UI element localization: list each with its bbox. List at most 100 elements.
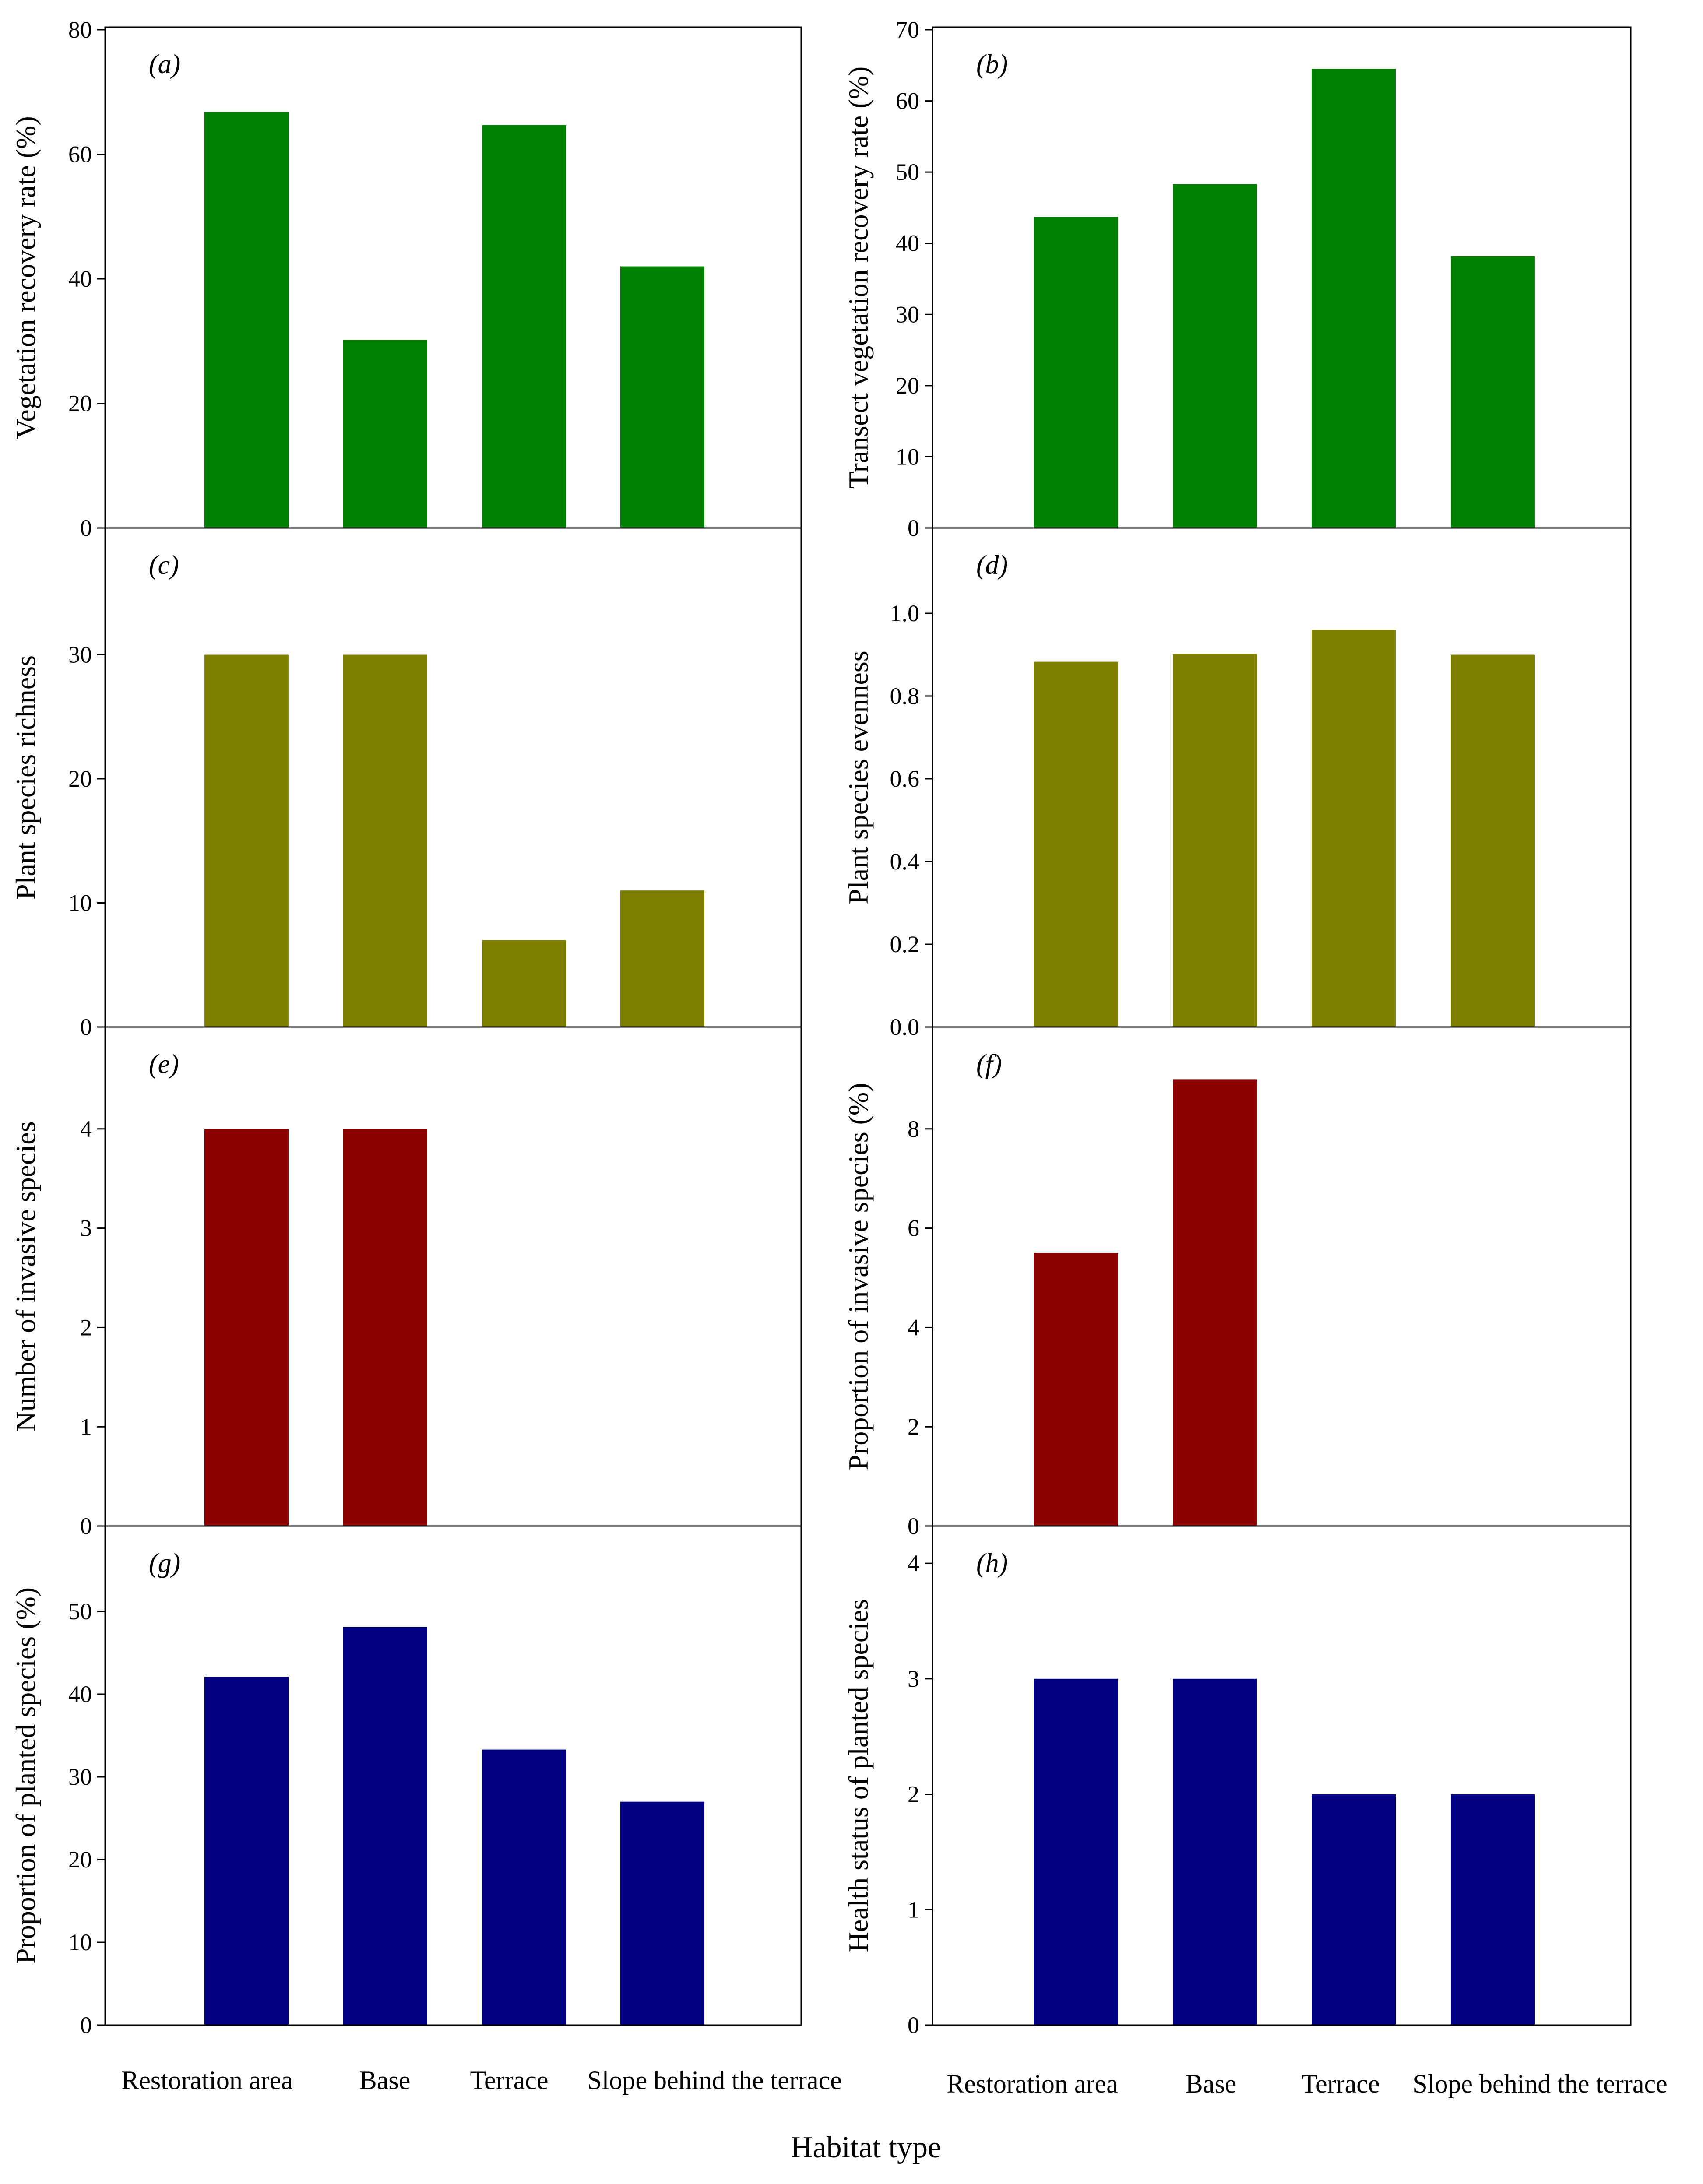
- category-labels-left: Restoration area Base Terrace Slope behi…: [121, 2066, 841, 2095]
- panel-a: 0 20 40 60 80 Vegetation recovery rate (%) (a): [10, 17, 802, 541]
- y-tick-label: 0.2: [890, 931, 920, 957]
- y-tick-label: 20: [68, 766, 92, 792]
- panel-e: 0 1 2 3 4 Number of invasive species (e): [10, 1026, 802, 1539]
- y-tick-label: 10: [68, 890, 92, 916]
- y-tick-label: 30: [68, 642, 92, 668]
- y-axis-label: Plant species richness: [10, 655, 41, 900]
- y-tick-label: 60: [896, 88, 919, 114]
- bar: [1451, 1794, 1535, 2025]
- bar: [1312, 1794, 1396, 2025]
- y-tick-label: 3: [908, 1666, 919, 1692]
- y-tick-label: 0.8: [890, 683, 920, 709]
- y-tick-label: 0.0: [890, 1014, 920, 1040]
- bar: [1173, 1678, 1257, 2025]
- panel-f: 0 2 4 6 8 Proportion of invasive species (%) (…: [843, 1026, 1632, 1539]
- y-tick-label: 0.6: [890, 766, 920, 792]
- bar: [343, 1129, 427, 1526]
- panel-label: (g): [149, 1548, 180, 1578]
- bar: [1451, 654, 1535, 1027]
- y-tick-label: 1.0: [890, 600, 920, 626]
- y-tick-label: 20: [68, 1846, 92, 1873]
- category-label: Restoration area: [947, 2069, 1118, 2098]
- panel-label: (e): [149, 1049, 179, 1079]
- y-tick-label: 0.4: [890, 848, 920, 875]
- category-label: Slope behind the terrace: [587, 2066, 841, 2095]
- plot-frame: [932, 1525, 1632, 2026]
- y-tick-label: 10: [896, 443, 919, 470]
- bar: [1034, 1678, 1118, 2025]
- y-axis-label: Health status of planted species: [843, 1599, 874, 1952]
- category-label: Base: [1186, 2069, 1237, 2098]
- y-tick-label: 40: [68, 266, 92, 292]
- y-tick-label: 2: [908, 1781, 919, 1808]
- y-tick-label: 4: [908, 1314, 919, 1340]
- y-axis-label: Number of invasive species: [10, 1121, 41, 1431]
- panel-h: 0 1 2 3 4 Health status of planted species (h): [843, 1525, 1632, 2038]
- y-tick-label: 0: [80, 1513, 92, 1539]
- y-axis-label: Transect vegetation recovery rate (%): [843, 67, 874, 489]
- panel-label: (h): [976, 1548, 1008, 1578]
- bar: [204, 1129, 289, 1526]
- panel-label: (c): [149, 550, 179, 580]
- y-tick-label: 50: [68, 1598, 92, 1625]
- y-tick-label: 20: [896, 373, 919, 399]
- bar: [1034, 217, 1118, 528]
- category-label: Restoration area: [121, 2066, 293, 2095]
- bar: [620, 890, 704, 1027]
- y-tick-label: 20: [68, 390, 92, 417]
- bar: [1451, 256, 1535, 528]
- y-tick-label: 40: [68, 1681, 92, 1707]
- y-tick-label: 2: [908, 1414, 919, 1440]
- category-label: Terrace: [1302, 2069, 1380, 2098]
- panel-g: 0 10 20 30 40 50 Proportion of planted species…: [10, 1525, 802, 2038]
- bar: [1312, 630, 1396, 1027]
- y-axis-label: Proportion of planted species (%): [10, 1587, 41, 1964]
- y-axis-label: Proportion of invasive species (%): [843, 1083, 874, 1470]
- panel-label: (f): [976, 1049, 1002, 1079]
- y-tick-label: 6: [908, 1215, 919, 1241]
- bar: [343, 654, 427, 1027]
- bar: [1173, 184, 1257, 528]
- x-axis-title: Habitat type: [791, 2131, 941, 2164]
- y-tick-label: 3: [80, 1215, 92, 1241]
- y-tick-label: 4: [908, 1550, 919, 1576]
- bar: [204, 112, 289, 528]
- category-label: Terrace: [470, 2066, 549, 2095]
- panel-c: 0 10 20 30 Plant species richness (c): [10, 527, 802, 1040]
- bar: [482, 125, 566, 528]
- y-tick-label: 0: [80, 2012, 92, 2038]
- y-tick-label: 40: [896, 230, 919, 257]
- panel-b: 0 10 20 30 40 50 60 70 Transect vegetation recov…: [843, 17, 1632, 541]
- y-tick-label: 2: [80, 1314, 92, 1340]
- bar: [1173, 654, 1257, 1027]
- bar: [343, 340, 427, 528]
- panel-label: (b): [976, 49, 1008, 79]
- y-axis-label: Plant species evenness: [843, 651, 874, 904]
- bar: [620, 266, 704, 528]
- panel-label: (a): [149, 49, 180, 79]
- bar: [204, 1677, 289, 2025]
- y-axis-label: Vegetation recovery rate (%): [10, 116, 41, 439]
- y-tick-label: 0: [80, 515, 92, 541]
- bar: [620, 1801, 704, 2025]
- y-tick-label: 30: [896, 301, 919, 327]
- y-tick-label: 30: [68, 1764, 92, 1790]
- y-tick-label: 1: [80, 1414, 92, 1440]
- bar: [1034, 661, 1118, 1027]
- y-tick-label: 4: [80, 1116, 92, 1142]
- y-tick-label: 8: [908, 1116, 919, 1142]
- category-label: Slope behind the terrace: [1413, 2069, 1667, 2098]
- category-labels-right: Restoration area Base Terrace Slope behi…: [947, 2069, 1667, 2098]
- category-label: Base: [359, 2066, 411, 2095]
- y-tick-label: 10: [68, 1929, 92, 1955]
- bar: [204, 654, 289, 1027]
- panel-d: 0.0 0.2 0.4 0.6 0.8 1.0 Plant species evenness…: [843, 527, 1632, 1040]
- bar: [1173, 1079, 1257, 1526]
- y-tick-label: 0: [908, 2012, 919, 2038]
- panel-label: (d): [976, 550, 1008, 580]
- bar: [482, 1749, 566, 2025]
- bar: [1034, 1253, 1118, 1526]
- y-tick-label: 60: [68, 141, 92, 168]
